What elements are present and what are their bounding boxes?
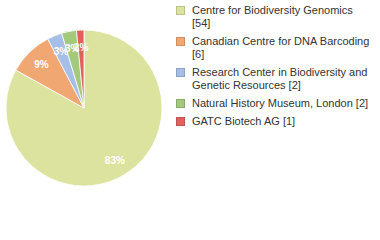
legend-item: Natural History Museum, London [2] (176, 97, 376, 110)
chart: 83%9%3%3%2% Centre for Biodiversity Geno… (0, 0, 380, 240)
legend-label: Research Center in Biodiversity and Gene… (192, 66, 370, 92)
legend-label: GATC Biotech AG [1] (192, 115, 370, 128)
legend-label: Canadian Centre for DNA Barcoding [6] (192, 35, 370, 61)
data-labels: 83%9%3%3%2% (34, 42, 125, 166)
legend-swatch (176, 99, 185, 108)
legend-swatch (176, 37, 185, 46)
legend: Centre for Biodiversity Genomics [54] Can… (176, 4, 376, 133)
legend-item: Centre for Biodiversity Genomics [54] (176, 4, 376, 30)
data-label: 83% (105, 155, 125, 166)
legend-item: Research Center in Biodiversity and Gene… (176, 66, 376, 92)
data-label: 9% (34, 59, 49, 70)
legend-swatch (176, 6, 185, 15)
legend-item: GATC Biotech AG [1] (176, 115, 376, 128)
data-label: 2% (74, 42, 89, 53)
legend-item: Canadian Centre for DNA Barcoding [6] (176, 35, 376, 61)
legend-label: Centre for Biodiversity Genomics [54] (192, 4, 370, 30)
slice (6, 30, 162, 186)
legend-label: Natural History Museum, London [2] (192, 97, 370, 110)
legend-swatch (176, 68, 185, 77)
slices (6, 30, 162, 186)
legend-swatch (176, 117, 185, 126)
pie-area: 83%9%3%3%2% (0, 0, 170, 240)
